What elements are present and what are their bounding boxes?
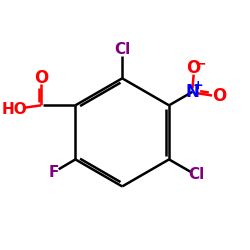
Text: −: − — [195, 56, 206, 70]
Text: HO: HO — [2, 102, 27, 116]
Text: N: N — [186, 83, 200, 101]
Text: +: + — [192, 79, 203, 92]
Text: Cl: Cl — [114, 42, 130, 57]
Text: O: O — [186, 59, 201, 77]
Text: O: O — [212, 86, 226, 104]
Text: Cl: Cl — [188, 167, 204, 182]
Text: F: F — [48, 165, 59, 180]
Text: O: O — [34, 68, 48, 86]
